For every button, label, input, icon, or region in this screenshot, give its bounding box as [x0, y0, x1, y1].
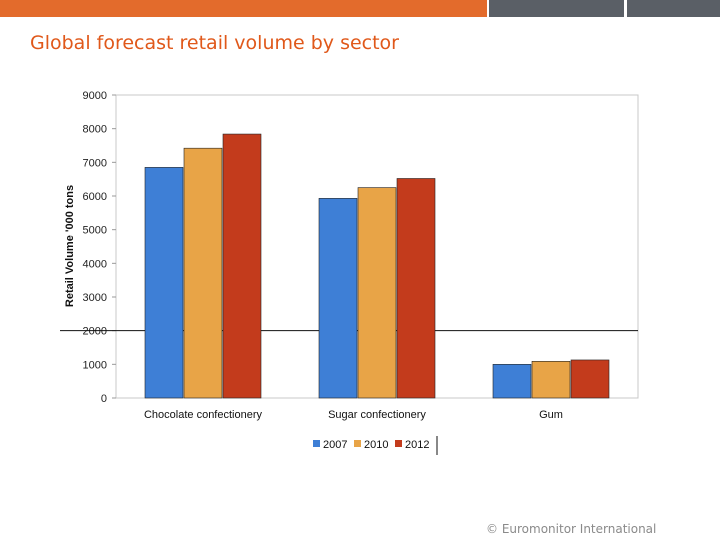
- legend-label-2010: 2010: [364, 439, 388, 451]
- bar-2010-2: [531, 361, 571, 399]
- copyright-text: © Euromonitor International: [486, 522, 657, 536]
- bar-2010-1: [357, 187, 397, 399]
- bar-2012-2: [570, 359, 610, 399]
- y-tick-label: 2000: [83, 326, 107, 338]
- accent-bar-orange: [0, 0, 487, 17]
- x-tick-label: Sugar confectionery: [328, 409, 426, 421]
- legend-label-2007: 2007: [323, 439, 347, 451]
- x-tick-label: Gum: [539, 409, 563, 421]
- y-tick-label: 1000: [83, 359, 107, 371]
- accent-bar-gray-2: [627, 0, 720, 17]
- legend-label-2012: 2012: [405, 439, 429, 451]
- legend-swatch-2012: [395, 440, 402, 447]
- y-axis-label: Retail Volume '000 tons: [64, 185, 76, 307]
- y-tick-label: 8000: [83, 124, 107, 136]
- bar-2007-2: [492, 364, 532, 399]
- bar-2010-0: [183, 147, 223, 399]
- x-tick-label: Chocolate confectionery: [144, 409, 263, 421]
- bar-2012-1: [396, 178, 436, 399]
- y-tick-label: 7000: [83, 157, 107, 169]
- y-tick-label: 0: [101, 393, 107, 405]
- bar-2007-1: [318, 198, 358, 399]
- y-tick-label: 6000: [83, 191, 107, 203]
- top-accent-bar: [0, 0, 720, 17]
- legend-swatch-2010: [354, 440, 361, 447]
- y-tick-label: 3000: [83, 292, 107, 304]
- accent-bar-gray-1: [489, 0, 624, 17]
- page-title: Global forecast retail volume by sector: [30, 32, 399, 54]
- y-tick-label: 4000: [83, 258, 107, 270]
- bar-2007-0: [144, 167, 184, 399]
- bar-2012-0: [222, 133, 262, 399]
- legend-swatch-2007: [313, 440, 320, 447]
- y-tick-label: 9000: [83, 90, 107, 102]
- y-tick-label: 5000: [83, 225, 107, 237]
